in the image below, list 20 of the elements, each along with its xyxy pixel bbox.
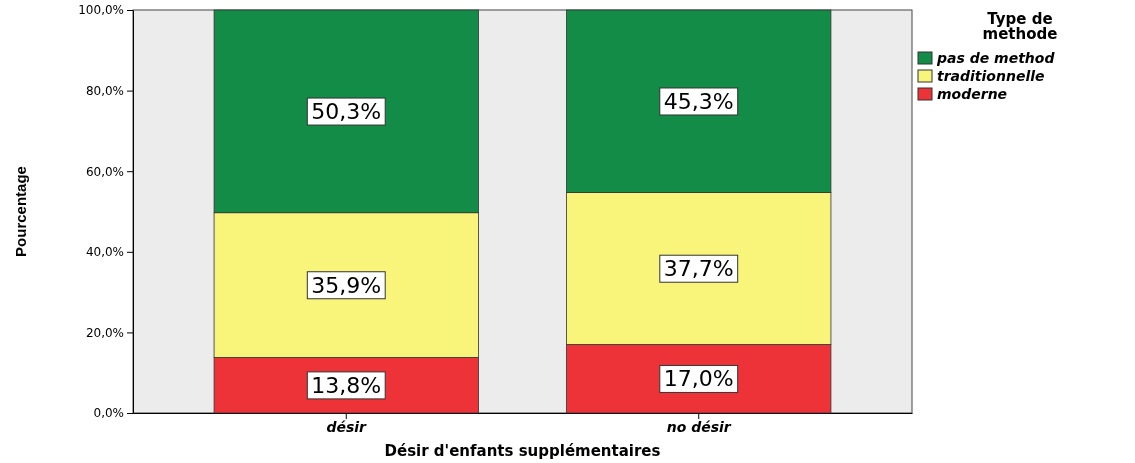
x-tick-label: désir	[326, 418, 368, 435]
data-label: 45,3%	[663, 88, 734, 114]
data-label: 37,7%	[663, 256, 734, 282]
y-axis-title: Pourcentage	[12, 166, 29, 257]
legend-title: Type de methode	[982, 10, 1058, 43]
y-tick-label: 40,0%	[85, 245, 124, 260]
data-label: 50,3%	[311, 99, 382, 125]
legend-label: pas de method	[936, 50, 1056, 66]
legend-label: traditionnelle	[937, 68, 1045, 84]
y-tick-label: 0,0%	[93, 406, 124, 421]
y-tick-label: 60,0%	[85, 164, 124, 179]
legend-label: moderne	[937, 86, 1008, 102]
y-tick-label: 20,0%	[85, 325, 124, 340]
x-tick-label: no désir	[666, 418, 732, 435]
data-label: 17,0%	[663, 366, 734, 392]
y-tick-label: 80,0%	[85, 83, 124, 98]
data-label: 13,8%	[311, 372, 382, 398]
x-axis-title: Désir d'enfants supplémentaires	[384, 442, 661, 460]
y-tick-label: 100,0%	[78, 3, 124, 18]
data-label: 35,9%	[311, 272, 382, 298]
